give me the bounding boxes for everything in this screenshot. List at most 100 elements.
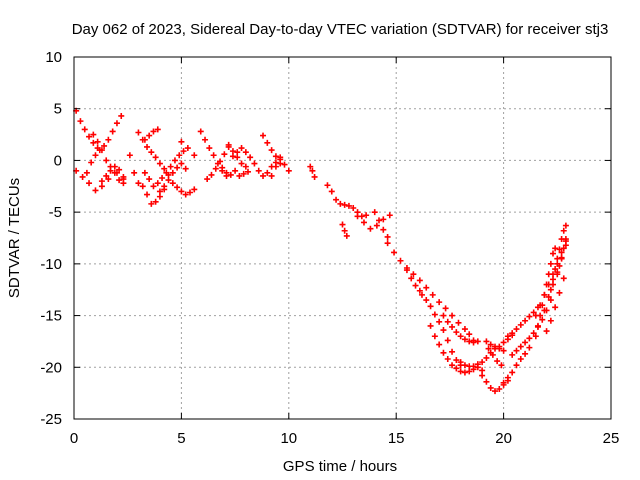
data-point xyxy=(354,213,361,220)
data-point xyxy=(487,341,494,348)
data-point xyxy=(522,317,529,324)
data-point xyxy=(311,173,318,180)
data-point xyxy=(232,167,239,174)
x-axis-label: GPS time / hours xyxy=(283,458,397,475)
data-point xyxy=(554,271,561,278)
data-point xyxy=(537,312,544,319)
series-sat-ae xyxy=(440,312,481,346)
series-sat-h xyxy=(141,126,161,143)
data-point xyxy=(178,160,185,167)
data-point xyxy=(440,327,447,334)
data-point xyxy=(268,172,275,179)
data-point xyxy=(118,112,125,119)
x-tick-label: 0 xyxy=(70,430,78,447)
data-point xyxy=(126,152,133,159)
data-point xyxy=(453,357,460,364)
series-sat-aj xyxy=(500,344,533,386)
series-sat-aq xyxy=(543,275,567,335)
data-point xyxy=(161,183,168,190)
data-point xyxy=(242,163,249,170)
data-point xyxy=(517,343,524,350)
data-point xyxy=(210,152,217,159)
series-sat-ac xyxy=(418,291,464,369)
data-point xyxy=(466,368,473,375)
data-point xyxy=(171,157,178,164)
data-point xyxy=(131,169,138,176)
data-point xyxy=(539,316,546,323)
data-point xyxy=(152,198,159,205)
data-point xyxy=(105,176,112,183)
y-tick-label: 0 xyxy=(54,152,62,169)
data-point xyxy=(238,160,245,167)
plot-frame xyxy=(73,56,612,420)
data-point xyxy=(500,379,507,386)
series-sat-x xyxy=(339,221,350,239)
data-point xyxy=(416,277,423,284)
data-point xyxy=(492,343,499,350)
data-point xyxy=(547,260,554,267)
data-point xyxy=(504,374,511,381)
data-point xyxy=(517,356,524,363)
data-point xyxy=(427,303,434,310)
data-point xyxy=(539,302,546,309)
data-point xyxy=(103,172,110,179)
data-point xyxy=(208,171,215,178)
x-tick-label: 10 xyxy=(280,430,297,447)
series-sat-w xyxy=(324,182,370,220)
grid-lines xyxy=(74,57,611,419)
data-point xyxy=(86,180,93,187)
data-point xyxy=(272,153,279,160)
data-point xyxy=(429,291,436,298)
data-point xyxy=(150,183,157,190)
y-tick-label: -20 xyxy=(40,359,62,376)
data-point xyxy=(509,351,516,358)
data-point xyxy=(367,225,374,232)
data-point xyxy=(111,169,118,176)
data-point xyxy=(560,245,567,252)
data-point xyxy=(105,136,112,143)
data-point xyxy=(229,148,236,155)
data-point xyxy=(483,338,490,345)
data-point xyxy=(178,138,185,145)
series-sat-ai xyxy=(485,345,505,369)
series-sat-q xyxy=(225,141,249,170)
series-sat-p xyxy=(219,164,251,179)
data-point xyxy=(221,151,228,158)
data-point xyxy=(562,242,569,249)
data-point xyxy=(88,159,95,166)
data-point xyxy=(483,378,490,385)
data-point xyxy=(182,191,189,198)
series-sat-f xyxy=(126,152,142,187)
data-point xyxy=(81,126,88,133)
data-point xyxy=(522,350,529,357)
data-point xyxy=(384,233,391,240)
data-point xyxy=(116,166,123,173)
data-point xyxy=(556,289,563,296)
data-point xyxy=(470,363,477,370)
data-point xyxy=(186,189,193,196)
series-sat-aa xyxy=(384,240,477,344)
data-point xyxy=(178,188,185,195)
data-point xyxy=(479,367,486,374)
data-point xyxy=(498,362,505,369)
data-point xyxy=(444,318,451,325)
data-point xyxy=(79,173,86,180)
data-point xyxy=(339,221,346,228)
data-point xyxy=(92,152,99,159)
data-point xyxy=(116,177,123,184)
data-point xyxy=(83,169,90,176)
data-point xyxy=(272,163,279,170)
data-point xyxy=(500,347,507,354)
data-point xyxy=(436,341,443,348)
data-point xyxy=(167,163,174,170)
data-point xyxy=(558,254,565,261)
series-sat-ab xyxy=(403,267,423,294)
data-point xyxy=(307,163,314,170)
data-point xyxy=(363,212,370,219)
data-point xyxy=(461,326,468,333)
data-point xyxy=(148,149,155,156)
data-point xyxy=(509,369,516,376)
data-point xyxy=(403,267,410,274)
data-point xyxy=(479,359,486,366)
data-point xyxy=(466,331,473,338)
